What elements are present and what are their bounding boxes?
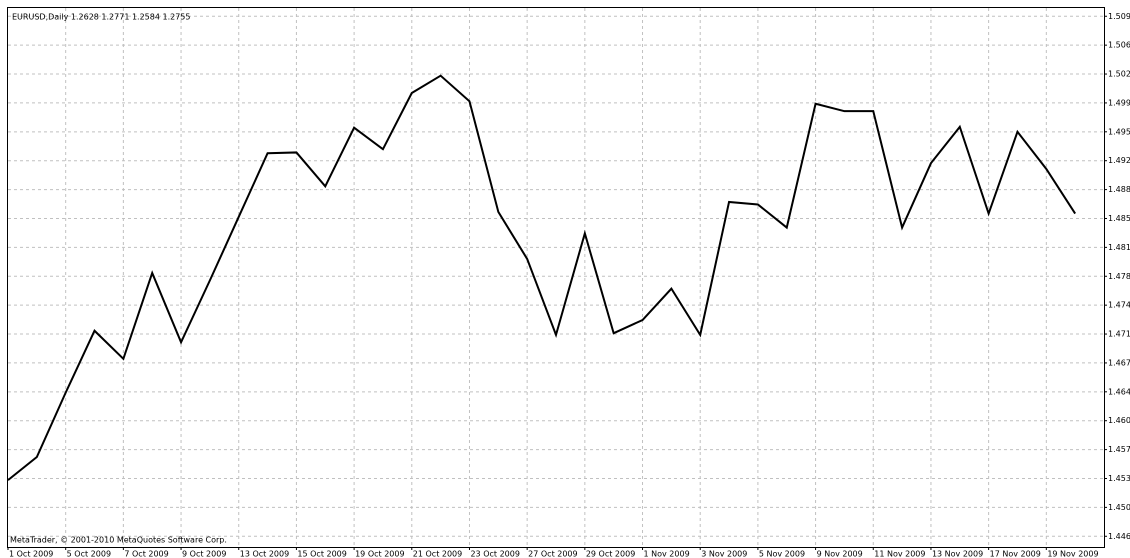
plot-frame: [7, 7, 1105, 548]
chart-title: EURUSD,Daily 1.2628 1.2771 1.2584 1.2755: [12, 13, 191, 22]
x-tick-label: 9 Nov 2009: [817, 550, 863, 558]
x-tick-label: 9 Oct 2009: [182, 550, 226, 558]
y-tick-label: 1.4780: [1108, 272, 1130, 281]
x-tick-label: 5 Oct 2009: [67, 550, 111, 558]
y-tick-label: 1.4675: [1108, 358, 1130, 367]
x-tick-label: 11 Nov 2009: [874, 550, 925, 558]
x-tick-label: 7 Oct 2009: [124, 550, 168, 558]
x-tick-label: 29 Oct 2009: [586, 550, 635, 558]
y-tick-label: 1.5095: [1108, 12, 1130, 21]
x-tick-label: 1 Oct 2009: [9, 550, 53, 558]
y-tick-label: 1.5025: [1108, 70, 1130, 79]
price-line: [7, 74, 1076, 481]
y-tick-label: 1.4605: [1108, 416, 1130, 425]
x-tick-label: 5 Nov 2009: [759, 550, 805, 558]
y-tick-label: 1.4885: [1108, 185, 1130, 194]
x-tick-label: 15 Oct 2009: [297, 550, 346, 558]
grid: [8, 8, 1104, 547]
y-tick-label: 1.4920: [1108, 156, 1130, 165]
y-tick-label: 1.4955: [1108, 127, 1130, 136]
marks: [7, 74, 1076, 481]
y-tick-label: 1.4815: [1108, 243, 1130, 252]
y-tick-label: 1.4640: [1108, 387, 1130, 396]
x-tick-label: 21 Oct 2009: [413, 550, 462, 558]
y-tick-label: 1.4745: [1108, 301, 1130, 310]
x-tick-label: 27 Oct 2009: [528, 550, 577, 558]
y-tick-label: 1.4850: [1108, 214, 1130, 223]
footer: MetaTrader, © 2001-2010 MetaQuotes Softw…: [10, 536, 227, 545]
x-tick-label: 3 Nov 2009: [701, 550, 747, 558]
x-tick-label: 13 Nov 2009: [932, 550, 983, 558]
x-tick-label: 1 Nov 2009: [644, 550, 690, 558]
y-tick-label: 1.5060: [1108, 41, 1130, 50]
x-tick-label: 13 Oct 2009: [240, 550, 289, 558]
y-tick-label: 1.4500: [1108, 503, 1130, 512]
x-tick-label: 23 Oct 2009: [470, 550, 519, 558]
x-tick-label: 19 Oct 2009: [355, 550, 404, 558]
y-tick-label: 1.4570: [1108, 445, 1130, 454]
y-tick-label: 1.4710: [1108, 330, 1130, 339]
x-tick-label: 19 Nov 2009: [1047, 550, 1098, 558]
y-tick-label: 1.4465: [1108, 532, 1130, 541]
y-tick-label: 1.4990: [1108, 98, 1130, 107]
y-tick-label: 1.4535: [1108, 474, 1130, 483]
x-tick-label: 17 Nov 2009: [990, 550, 1041, 558]
